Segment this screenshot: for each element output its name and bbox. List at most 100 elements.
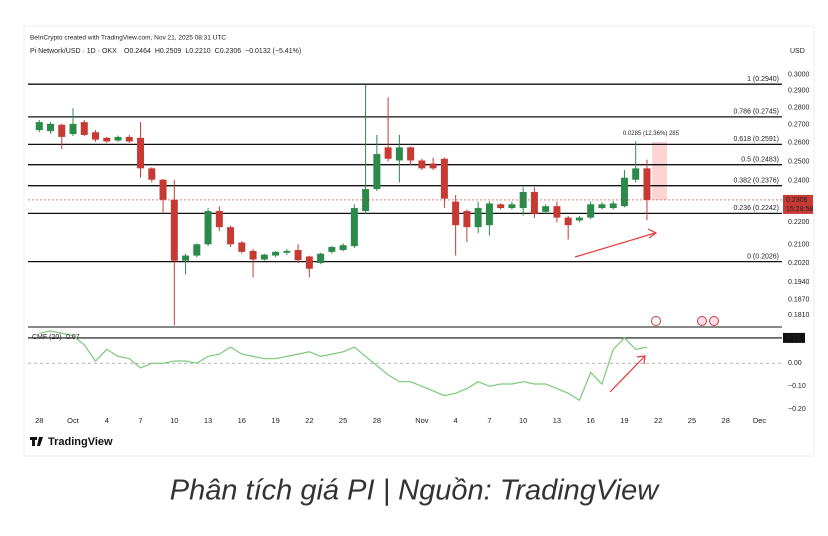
x-tick-label: 25 xyxy=(688,416,696,425)
last-price: 0.2306 xyxy=(786,197,808,204)
y-tick-label: 0.1870 xyxy=(788,297,810,304)
candle-body xyxy=(260,254,268,260)
candle-body xyxy=(429,163,437,169)
candle-body xyxy=(193,244,201,256)
candle-body xyxy=(632,168,640,180)
candle-body xyxy=(137,137,145,169)
candle-body xyxy=(58,124,66,137)
annotation: 0.0285 (12.36%) 285 xyxy=(623,131,680,137)
arrow-head xyxy=(647,228,658,239)
candle-body xyxy=(125,136,133,142)
candle-body xyxy=(80,122,88,135)
x-tick-label: Dec xyxy=(753,416,767,425)
candle-body xyxy=(182,255,190,261)
candle-body xyxy=(407,147,415,161)
level-badge xyxy=(783,332,805,343)
x-tick-label: 7 xyxy=(138,416,142,425)
candle-body xyxy=(373,154,381,190)
currency: USD xyxy=(790,48,805,55)
candle-body xyxy=(35,122,43,131)
x-tick-label: 16 xyxy=(238,416,246,425)
x-tick-label: 22 xyxy=(305,416,313,425)
ohlc-value: −0.0132 (−5.41%) xyxy=(245,48,301,55)
candle-body xyxy=(215,211,223,228)
chart-title: Pi Network/USD · 1D · OKX xyxy=(30,48,117,55)
y-tick-label: 0.2200 xyxy=(788,219,810,226)
candle-body xyxy=(148,168,156,180)
candle-body xyxy=(452,201,460,226)
x-tick-label: 28 xyxy=(722,416,730,425)
x-tick-label: Nov xyxy=(415,416,429,425)
measure-box xyxy=(652,142,667,200)
x-tick-label: Oct xyxy=(67,416,80,425)
panel xyxy=(23,25,815,457)
candle-body xyxy=(170,199,178,261)
candle-body xyxy=(530,191,538,214)
trend-arrow xyxy=(609,355,646,393)
candle-body xyxy=(227,227,235,245)
trend-arrow xyxy=(574,232,656,258)
x-tick-label: 4 xyxy=(105,416,109,425)
candle-body xyxy=(305,256,313,269)
indicator-title: CMF (20) xyxy=(32,334,62,341)
x-tick-label: 7 xyxy=(487,416,491,425)
x-tick-label: 4 xyxy=(454,416,458,425)
candle-body xyxy=(485,203,493,226)
candle-body xyxy=(350,208,358,247)
candle-body xyxy=(542,206,550,212)
candle-body xyxy=(204,211,212,245)
candle-body xyxy=(620,177,628,207)
ohlc-value: C0.2306 xyxy=(215,48,242,55)
x-tick-label: 10 xyxy=(519,416,527,425)
candle-body xyxy=(598,204,606,209)
fib-label: 0.786 (0.2745) xyxy=(733,109,779,116)
candle-body xyxy=(643,168,651,200)
caption: Phân tích giá PI | Nguồn: TradingView xyxy=(170,475,661,507)
x-tick-label: 10 xyxy=(170,416,178,425)
fib-label: 0 (0.2026) xyxy=(747,253,779,260)
event-icon xyxy=(709,316,719,326)
candle-body xyxy=(69,123,77,135)
candle-body xyxy=(553,206,561,218)
x-tick-label: 25 xyxy=(339,416,347,425)
candle-body xyxy=(587,204,595,218)
fib-label: 1 (0.2940) xyxy=(747,76,779,83)
candle-body xyxy=(238,242,246,252)
y-tick-label: 0.1810 xyxy=(788,312,810,319)
candle-body xyxy=(114,136,122,141)
candle-body xyxy=(283,250,291,253)
arrow-head xyxy=(636,355,646,365)
y-tick-label: 0.2900 xyxy=(788,88,810,95)
brand: TradingView xyxy=(48,436,113,448)
candle-body xyxy=(103,137,111,142)
x-tick-label: 16 xyxy=(587,416,595,425)
candle-body xyxy=(564,217,572,226)
ohlc-value: L0.2210 xyxy=(185,48,210,55)
y-tick-label: 0.2600 xyxy=(788,140,810,147)
candle-body xyxy=(92,132,100,140)
y-tick-label: 0.2400 xyxy=(788,178,810,185)
event-icon xyxy=(651,316,661,326)
logo-mark xyxy=(30,437,43,446)
candle-body xyxy=(474,208,482,228)
event-icon xyxy=(697,316,707,326)
y-tick-label: 0.2800 xyxy=(788,104,810,111)
candle-body xyxy=(519,191,527,209)
level-label: 0.11 xyxy=(787,335,800,342)
candle-body xyxy=(463,211,471,228)
candle-body xyxy=(508,204,516,209)
fib-label: 0.236 (0.2242) xyxy=(733,205,779,212)
fib-label: 0.382 (0.2376) xyxy=(733,178,779,185)
ohlc-value: O0.2464 xyxy=(124,48,151,55)
y-tick-label: 0.2700 xyxy=(788,122,810,129)
x-tick-label: 28 xyxy=(35,416,43,425)
x-tick-label: 13 xyxy=(204,416,212,425)
candle-body xyxy=(159,179,167,200)
y-tick-label: 0.3000 xyxy=(788,71,810,78)
y-tick-label: 0.2020 xyxy=(788,260,810,267)
candle-body xyxy=(575,217,583,221)
indicator-value: 0.07 xyxy=(66,334,80,341)
candle-body xyxy=(440,158,448,199)
y-tick-label: −0.20 xyxy=(788,406,806,413)
